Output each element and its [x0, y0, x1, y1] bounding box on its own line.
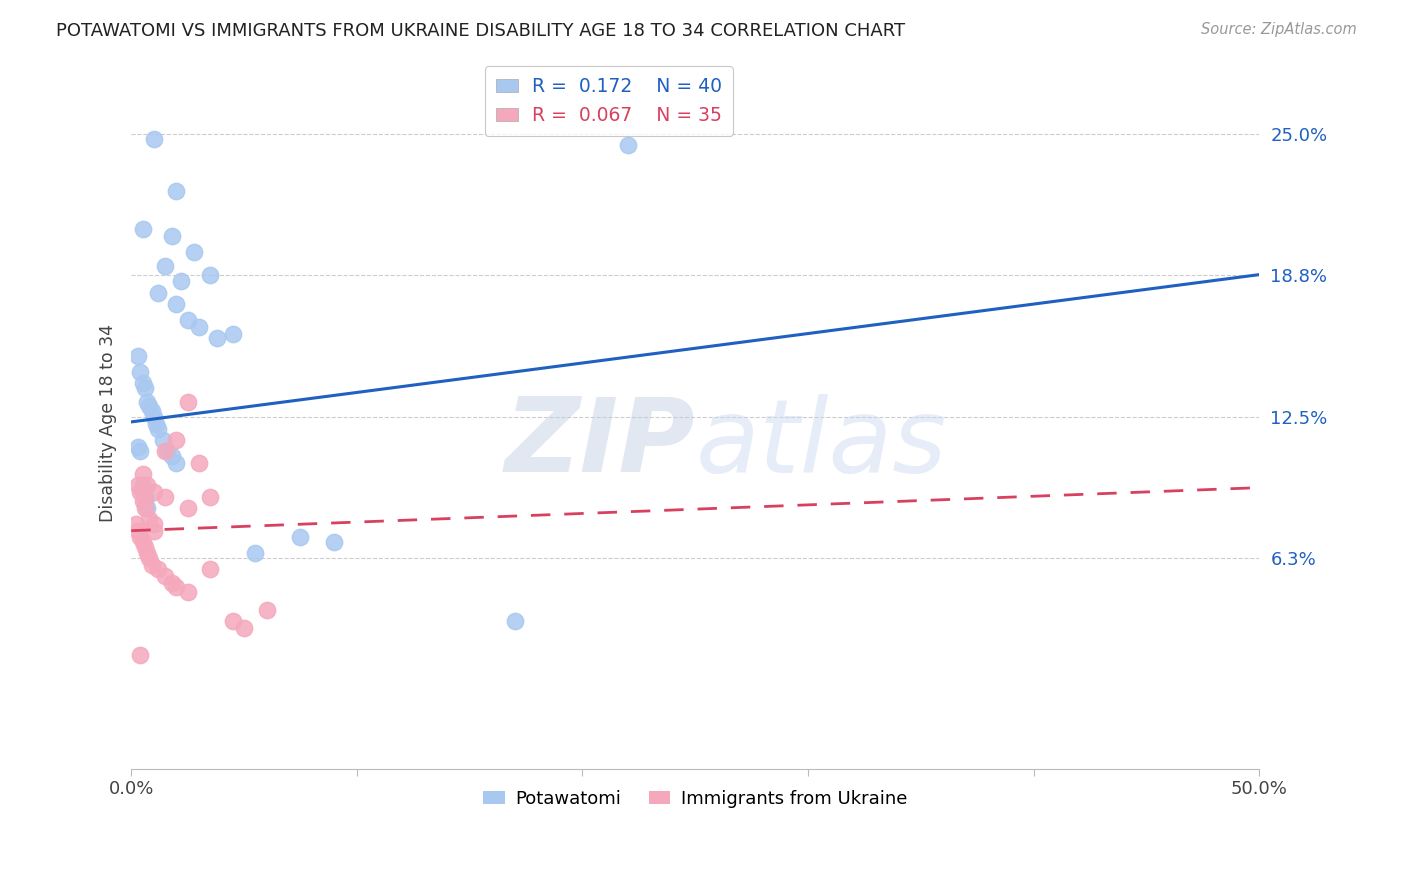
- Point: [129, 365, 152, 379]
- Point: [136, 546, 159, 560]
- Point: [138, 512, 160, 526]
- Point: [187, 319, 209, 334]
- Point: [233, 621, 256, 635]
- Text: POTAWATOMI VS IMMIGRANTS FROM UKRAINE DISABILITY AGE 18 TO 34 CORRELATION CHART: POTAWATOMI VS IMMIGRANTS FROM UKRAINE DI…: [56, 22, 905, 40]
- Point: [153, 444, 176, 458]
- Point: [256, 603, 278, 617]
- Point: [134, 501, 156, 516]
- Point: [153, 569, 176, 583]
- Point: [176, 394, 198, 409]
- Text: Source: ZipAtlas.com: Source: ZipAtlas.com: [1201, 22, 1357, 37]
- Point: [138, 550, 160, 565]
- Text: atlas: atlas: [696, 393, 946, 494]
- Point: [142, 410, 165, 425]
- Point: [165, 184, 187, 198]
- Point: [165, 580, 187, 594]
- Point: [129, 531, 152, 545]
- Point: [134, 494, 156, 508]
- Point: [503, 615, 526, 629]
- Point: [138, 399, 160, 413]
- Point: [176, 585, 198, 599]
- Point: [131, 535, 153, 549]
- Y-axis label: Disability Age 18 to 34: Disability Age 18 to 34: [100, 324, 117, 522]
- Point: [134, 540, 156, 554]
- Point: [142, 485, 165, 500]
- Point: [134, 381, 156, 395]
- Point: [131, 467, 153, 481]
- Point: [136, 501, 159, 516]
- Point: [165, 456, 187, 470]
- Point: [222, 326, 245, 341]
- Point: [148, 562, 170, 576]
- Point: [205, 331, 228, 345]
- Point: [152, 433, 174, 447]
- Point: [200, 562, 222, 576]
- Point: [131, 478, 153, 492]
- Point: [165, 433, 187, 447]
- Point: [160, 229, 183, 244]
- Point: [131, 485, 153, 500]
- Point: [176, 313, 198, 327]
- Point: [125, 516, 148, 531]
- Point: [129, 648, 152, 663]
- Point: [134, 490, 156, 504]
- Point: [323, 535, 346, 549]
- Point: [616, 138, 638, 153]
- Point: [127, 524, 149, 538]
- Point: [131, 494, 153, 508]
- Point: [245, 546, 267, 560]
- Point: [200, 268, 222, 282]
- Point: [153, 490, 176, 504]
- Point: [129, 485, 152, 500]
- Text: ZIP: ZIP: [505, 393, 696, 494]
- Point: [142, 131, 165, 145]
- Point: [136, 394, 159, 409]
- Legend: Potawatomi, Immigrants from Ukraine: Potawatomi, Immigrants from Ukraine: [475, 782, 915, 815]
- Point: [127, 440, 149, 454]
- Point: [131, 376, 153, 391]
- Point: [183, 244, 205, 259]
- Point: [145, 417, 167, 432]
- Point: [148, 422, 170, 436]
- Point: [170, 274, 193, 288]
- Point: [148, 285, 170, 300]
- Point: [131, 222, 153, 236]
- Point: [187, 456, 209, 470]
- Point: [165, 297, 187, 311]
- Point: [160, 449, 183, 463]
- Point: [142, 524, 165, 538]
- Point: [153, 259, 176, 273]
- Point: [160, 575, 183, 590]
- Point: [129, 444, 152, 458]
- Point: [136, 478, 159, 492]
- Point: [222, 615, 245, 629]
- Point: [141, 558, 163, 572]
- Point: [176, 501, 198, 516]
- Point: [142, 516, 165, 531]
- Point: [127, 349, 149, 363]
- Point: [290, 531, 312, 545]
- Point: [141, 403, 163, 417]
- Point: [156, 444, 179, 458]
- Point: [200, 490, 222, 504]
- Point: [127, 478, 149, 492]
